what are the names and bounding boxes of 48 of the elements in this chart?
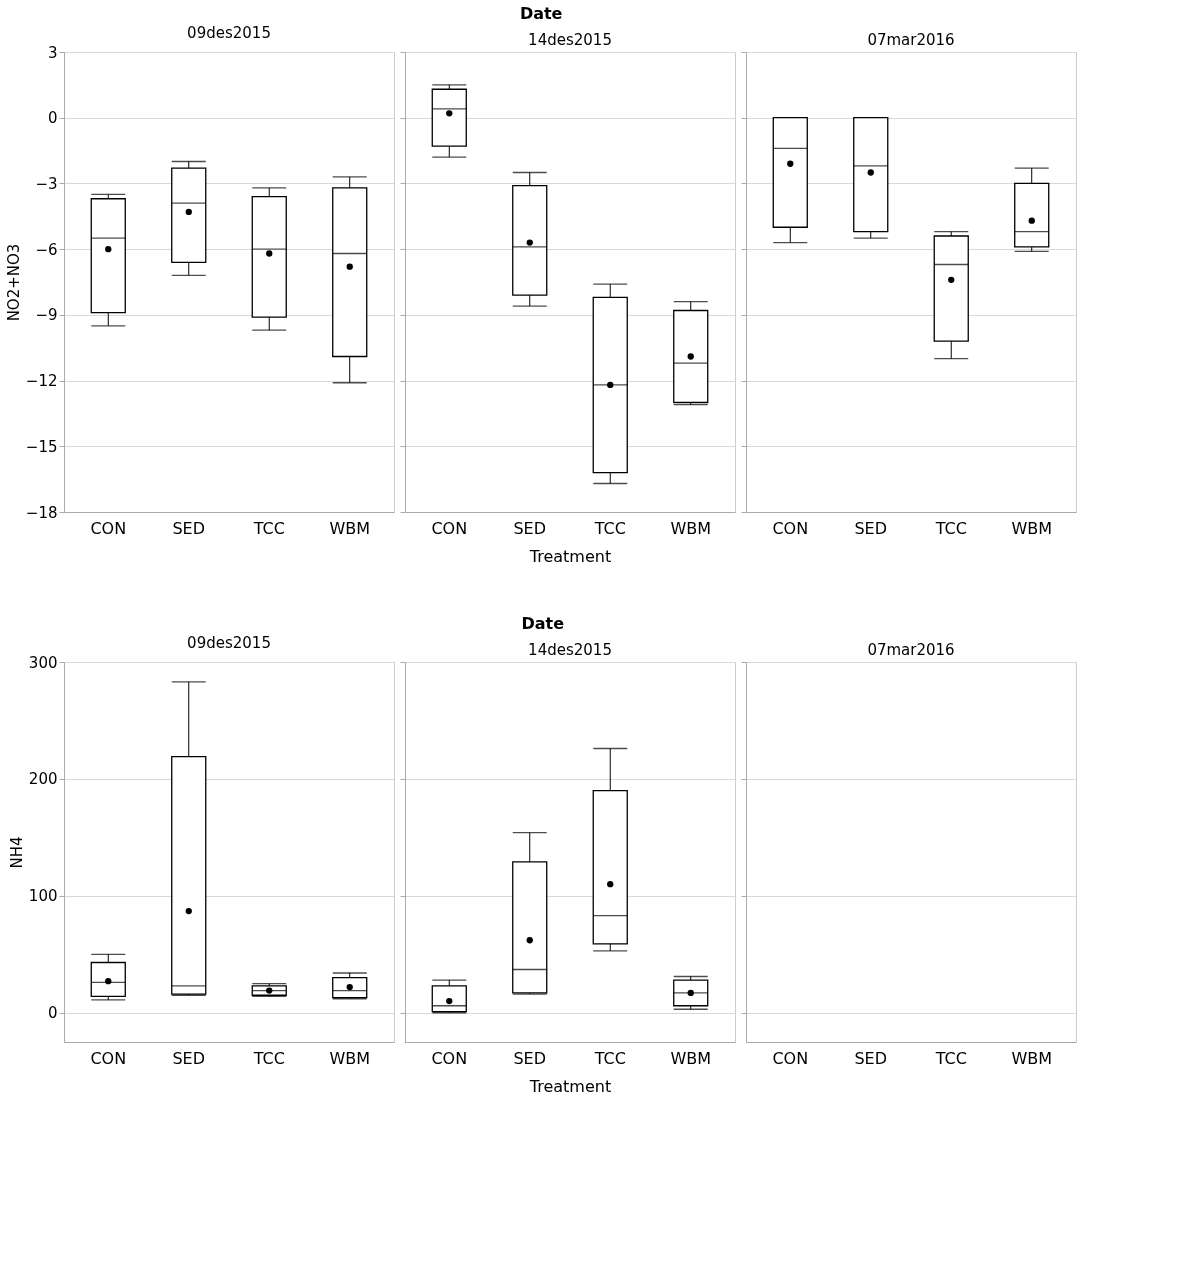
y-tick-label: 3 <box>47 43 58 62</box>
x-tick-label: CON <box>772 518 809 538</box>
x-tick-label: WBM <box>329 1048 371 1068</box>
chart-title: 07mar2016 <box>867 640 955 659</box>
y-tick-label: 300 <box>28 653 58 672</box>
chart-title: 14des2015 <box>528 640 612 659</box>
y-tick-label: −9 <box>35 306 58 325</box>
x-tick-label: SED <box>854 1048 888 1068</box>
x-tick-label: SED <box>172 1048 206 1068</box>
y-axis-title: NO2+NO3 <box>4 243 23 322</box>
y-tick-label: −15 <box>25 437 58 456</box>
x-tick-label: CON <box>431 1048 468 1068</box>
x-tick-label: TCC <box>934 1048 967 1068</box>
x-tick-label: TCC <box>252 1048 285 1068</box>
x-tick-label: CON <box>772 1048 809 1068</box>
y-tick-label: −6 <box>35 240 58 259</box>
y-tick-label: 0 <box>47 109 58 128</box>
x-tick-label: TCC <box>593 518 626 538</box>
x-tick-label: WBM <box>329 518 371 538</box>
x-tick-label: CON <box>90 1048 127 1068</box>
y-tick-label: −18 <box>25 503 58 522</box>
x-tick-label: WBM <box>1011 518 1053 538</box>
x-axis-title: Treatment <box>528 546 612 566</box>
y-axis-title: NH4 <box>7 836 26 869</box>
x-tick-label: WBM <box>670 518 712 538</box>
x-tick-label: SED <box>513 1048 547 1068</box>
x-tick-label: SED <box>172 518 206 538</box>
x-tick-label: SED <box>854 518 888 538</box>
x-tick-label: TCC <box>934 518 967 538</box>
y-tick-label: −3 <box>35 174 58 193</box>
x-tick-label: CON <box>90 518 127 538</box>
y-tick-label: 200 <box>28 770 58 789</box>
x-tick-label: WBM <box>670 1048 712 1068</box>
text: Date <box>519 3 563 23</box>
chart-title: 09des2015 <box>187 634 271 652</box>
x-tick-label: TCC <box>593 1048 626 1068</box>
y-tick-label: 100 <box>28 887 58 906</box>
x-tick-label: TCC <box>252 518 285 538</box>
text: Date <box>521 613 565 633</box>
y-tick-label: −12 <box>25 372 58 391</box>
y-tick-label: 0 <box>47 1004 58 1023</box>
x-tick-label: WBM <box>1011 1048 1053 1068</box>
chart-title: 07mar2016 <box>867 30 955 49</box>
chart-title: 09des2015 <box>187 24 271 42</box>
x-axis-title: Treatment <box>528 1076 612 1096</box>
x-tick-label: SED <box>513 518 547 538</box>
chart-title: 14des2015 <box>528 30 612 49</box>
x-tick-label: CON <box>431 518 468 538</box>
